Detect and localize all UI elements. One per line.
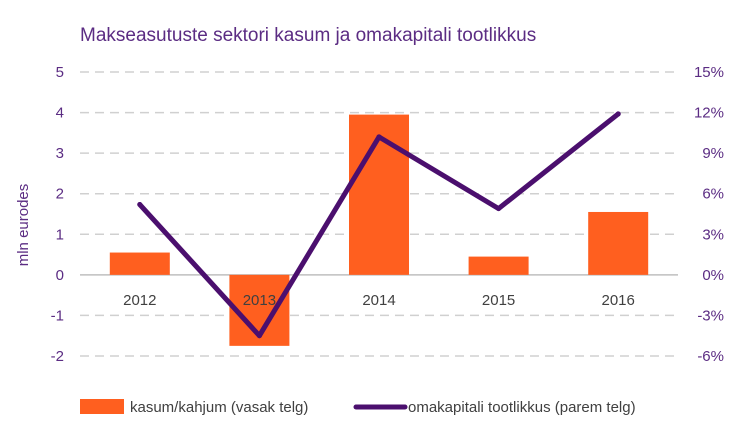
legend-line-label: omakapitali tootlikkus (parem telg) bbox=[408, 399, 636, 416]
legend-bar-swatch bbox=[80, 399, 124, 414]
left-tick-label: 2 bbox=[56, 186, 64, 203]
right-tick-label: 0% bbox=[702, 267, 724, 284]
roe-point-2015 bbox=[496, 206, 502, 212]
roe-point-2016 bbox=[615, 111, 621, 117]
left-axis-ticks: 5 4 3 2 1 0 -1 -2 bbox=[51, 64, 64, 365]
legend-bar-label: kasum/kahjum (vasak telg) bbox=[130, 399, 308, 416]
y-axis-label: mln eurodes bbox=[15, 184, 32, 267]
bar-2016 bbox=[588, 211, 649, 275]
left-tick-label: 4 bbox=[56, 105, 64, 122]
category-label: 2016 bbox=[602, 292, 635, 309]
right-tick-label: -3% bbox=[697, 307, 724, 324]
left-tick-label: -2 bbox=[51, 348, 64, 365]
line-series bbox=[137, 111, 621, 339]
category-label: 2014 bbox=[362, 292, 395, 309]
right-tick-label: 3% bbox=[702, 226, 724, 243]
chart-title: Makseasutuste sektori kasum ja omakapita… bbox=[80, 25, 536, 46]
roe-point-2012 bbox=[137, 202, 143, 208]
category-label: 2015 bbox=[482, 292, 515, 309]
left-tick-label: 5 bbox=[56, 64, 64, 81]
right-axis-ticks: 15% 12% 9% 6% 3% 0% -3% -6% bbox=[694, 64, 724, 365]
right-tick-label: 15% bbox=[694, 64, 724, 81]
category-labels: 2012 2013 2014 2015 2016 bbox=[123, 292, 635, 309]
left-tick-label: 3 bbox=[56, 145, 64, 162]
left-tick-label: 0 bbox=[56, 267, 64, 284]
category-label: 2013 bbox=[243, 292, 276, 309]
left-tick-label: 1 bbox=[56, 226, 64, 243]
right-tick-label: 9% bbox=[702, 145, 724, 162]
right-tick-label: 6% bbox=[702, 186, 724, 203]
right-tick-label: 12% bbox=[694, 105, 724, 122]
bars bbox=[109, 114, 649, 346]
roe-point-2013 bbox=[256, 333, 262, 339]
legend: kasum/kahjum (vasak telg) omakapitali to… bbox=[80, 399, 636, 416]
category-label: 2012 bbox=[123, 292, 156, 309]
bar-2012 bbox=[109, 252, 170, 275]
bar-2015 bbox=[468, 256, 529, 275]
roe-point-2014 bbox=[376, 134, 382, 140]
left-tick-label: -1 bbox=[51, 307, 64, 324]
right-tick-label: -6% bbox=[697, 348, 724, 365]
